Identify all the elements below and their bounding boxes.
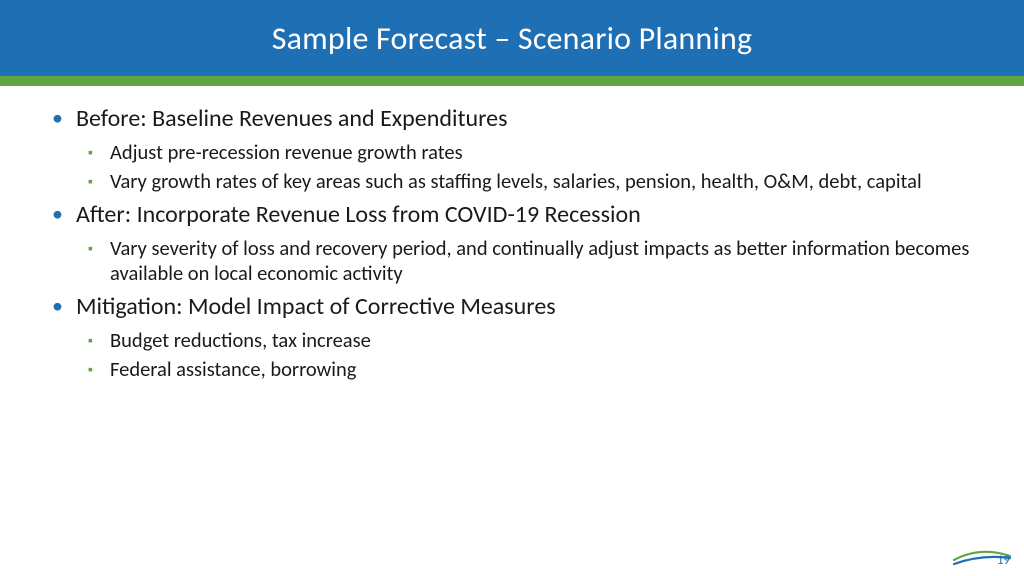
sub-list: Vary severity of loss and recovery perio… — [86, 236, 976, 286]
list-item: Vary severity of loss and recovery perio… — [86, 236, 976, 286]
list-item: Adjust pre-recession revenue growth rate… — [86, 140, 976, 165]
list-item: After: Incorporate Revenue Loss from COV… — [48, 200, 976, 286]
sub-bullet-text: Vary severity of loss and recovery perio… — [110, 236, 976, 286]
accent-bar — [0, 76, 1024, 86]
bullet-list: Before: Baseline Revenues and Expenditur… — [48, 104, 976, 382]
list-item: Federal assistance, borrowing — [86, 357, 976, 382]
sub-bullet-text: Budget reductions, tax increase — [110, 328, 976, 353]
slide: Sample Forecast – Scenario Planning Befo… — [0, 0, 1024, 576]
sub-bullet-text: Adjust pre-recession revenue growth rate… — [110, 140, 976, 165]
bullet-text: Before: Baseline Revenues and Expenditur… — [76, 104, 976, 134]
list-item: Budget reductions, tax increase — [86, 328, 976, 353]
title-bar: Sample Forecast – Scenario Planning — [0, 0, 1024, 76]
list-item: Vary growth rates of key areas such as s… — [86, 169, 976, 194]
slide-title: Sample Forecast – Scenario Planning — [272, 19, 753, 58]
bullet-text: Mitigation: Model Impact of Corrective M… — [76, 292, 976, 322]
list-item: Before: Baseline Revenues and Expenditur… — [48, 104, 976, 194]
sub-list: Budget reductions, tax increase Federal … — [86, 328, 976, 382]
page-number: 19 — [997, 553, 1010, 568]
sub-bullet-text: Federal assistance, borrowing — [110, 357, 976, 382]
bullet-text: After: Incorporate Revenue Loss from COV… — [76, 200, 976, 230]
list-item: Mitigation: Model Impact of Corrective M… — [48, 292, 976, 382]
content-area: Before: Baseline Revenues and Expenditur… — [0, 86, 1024, 382]
sub-list: Adjust pre-recession revenue growth rate… — [86, 140, 976, 194]
sub-bullet-text: Vary growth rates of key areas such as s… — [110, 169, 976, 194]
